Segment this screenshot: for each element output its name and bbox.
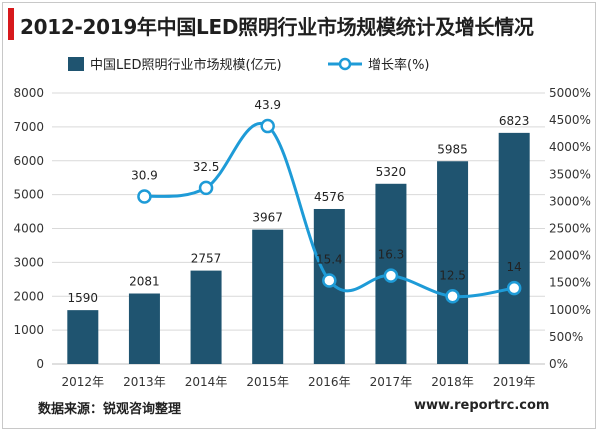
- x-axis-label: 2018年: [431, 375, 474, 389]
- x-axis-label: 2012年: [62, 375, 105, 389]
- growth-rate-point: [260, 118, 275, 134]
- growth-rate-label: 15.4: [316, 253, 343, 267]
- x-axis-label: 2014年: [185, 375, 228, 389]
- left-axis-tick: 3000: [13, 255, 44, 269]
- left-axis-tick: 1000: [13, 323, 44, 337]
- growth-rate-point: [383, 268, 399, 283]
- growth-rate-label: 14: [507, 260, 522, 274]
- growth-rate-label: 43.9: [254, 98, 281, 112]
- legend-bar-label: 中国LED照明行业市场规模(亿元): [90, 57, 282, 73]
- right-axis-tick: 2000%: [549, 249, 591, 263]
- legend-bar-swatch: [68, 57, 84, 71]
- legend-line-marker: [338, 57, 352, 71]
- left-axis-tick: 0: [36, 357, 44, 371]
- bar: [498, 132, 530, 364]
- bar: [67, 310, 99, 364]
- bar-data-label: 4576: [314, 190, 345, 204]
- right-axis-tick: 2500%: [549, 222, 591, 236]
- right-axis-tick: 3500%: [549, 167, 591, 181]
- x-axis-label: 2015年: [246, 375, 289, 389]
- chart-title: 2012-2019年中国LED照明行业市场规模统计及增长情况: [20, 15, 534, 39]
- data-source: 数据来源：锐观咨询整理: [38, 402, 182, 417]
- bar: [437, 161, 469, 364]
- left-axis-tick: 4000: [13, 222, 44, 236]
- bar-data-label: 2081: [129, 275, 160, 289]
- right-axis-tick: 1000%: [549, 303, 591, 317]
- left-axis-tick: 7000: [13, 120, 44, 134]
- left-axis-tick: 2000: [13, 289, 44, 303]
- growth-rate-label: 30.9: [131, 169, 158, 183]
- bar: [128, 293, 160, 364]
- legend-line-label: 增长率(%): [368, 57, 430, 73]
- bar-data-label: 3967: [252, 211, 283, 225]
- growth-rate-point: [445, 289, 460, 304]
- x-axis-label: 2013年: [123, 375, 166, 389]
- bar-data-label: 2757: [191, 252, 222, 266]
- left-axis-tick: 6000: [13, 154, 44, 168]
- bar-data-label: 5985: [437, 142, 468, 156]
- chart-frame: [2, 2, 596, 429]
- bar-data-label: 6823: [499, 114, 530, 128]
- right-axis-tick: 1500%: [549, 276, 591, 290]
- right-axis-tick: 500%: [549, 330, 583, 344]
- growth-rate-label: 32.5: [193, 160, 220, 174]
- bar: [190, 270, 222, 364]
- growth-rate-point: [322, 273, 337, 288]
- bar-data-label: 5320: [376, 165, 407, 179]
- growth-rate-label: 16.3: [378, 248, 405, 262]
- x-axis-label: 2016年: [308, 375, 351, 389]
- growth-rate-label: 12.5: [439, 268, 466, 282]
- right-axis-tick: 4000%: [549, 140, 591, 154]
- growth-rate-point: [506, 280, 522, 296]
- website-url: www.reportrc.com: [414, 398, 550, 413]
- title-accent-bar: [8, 8, 14, 40]
- growth-rate-point: [198, 180, 214, 196]
- x-axis-label: 2017年: [370, 375, 413, 389]
- right-axis-tick: 4500%: [549, 113, 591, 127]
- left-axis-tick: 8000: [13, 86, 44, 100]
- bar-data-label: 1590: [68, 291, 99, 305]
- x-axis-label: 2019年: [493, 375, 536, 389]
- right-axis-tick: 5000%: [549, 86, 591, 100]
- right-axis-tick: 0%: [549, 357, 568, 371]
- left-axis-tick: 5000: [13, 188, 44, 202]
- right-axis-tick: 3000%: [549, 194, 591, 208]
- growth-rate-point: [137, 189, 152, 204]
- bar: [252, 229, 284, 364]
